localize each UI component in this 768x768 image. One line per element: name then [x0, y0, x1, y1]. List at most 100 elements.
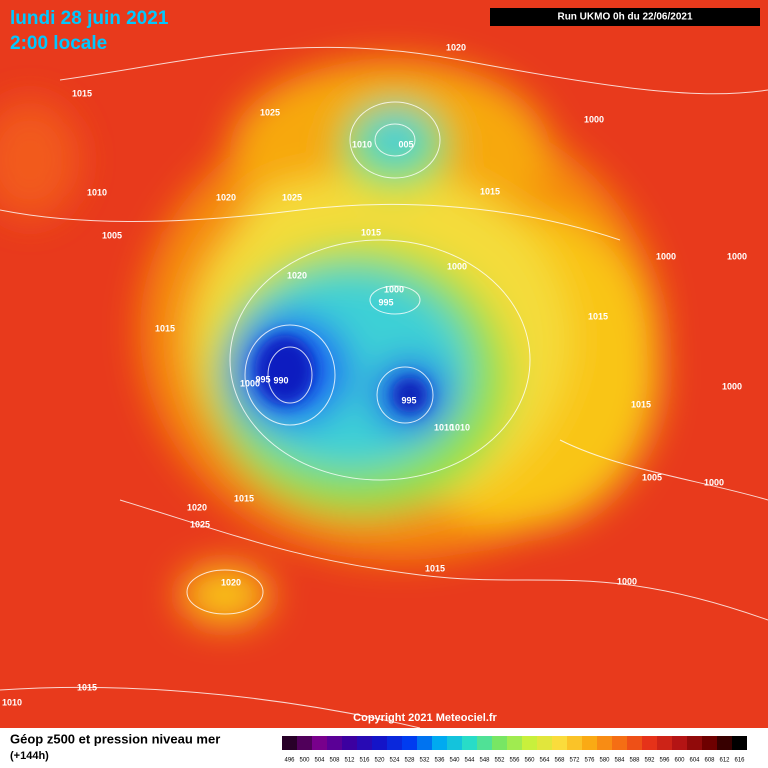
color-scale: 496 500 504 508 512 516 520 524 528 532 536 540 544 5… — [282, 736, 747, 764]
scale-label: 524 — [389, 758, 400, 764]
isobar-label: 1010 — [434, 422, 454, 432]
isobar-label: 1005 — [642, 472, 662, 482]
scale-label: 600 — [674, 758, 685, 764]
scale-swatch — [507, 736, 522, 750]
geopotential-field — [0, 0, 768, 728]
scale-swatch — [372, 736, 387, 750]
legend-subtitle: (+144h) — [10, 750, 49, 762]
scale-swatch — [702, 736, 717, 750]
isobar-label: 990 — [273, 375, 288, 385]
scale-label: 560 — [524, 758, 535, 764]
isobar-label: 1000 — [447, 261, 467, 271]
isobar-label: 1025 — [190, 519, 210, 529]
scale-swatch — [567, 736, 582, 750]
isobar-label: 1005 — [102, 230, 122, 240]
scale-swatch — [432, 736, 447, 750]
scale-swatch — [357, 736, 372, 750]
isobar-label: 1025 — [282, 192, 302, 202]
scale-label: 616 — [734, 758, 745, 764]
scale-label: 504 — [314, 758, 325, 764]
isobar-label: 1015 — [425, 563, 445, 573]
scale-swatch — [627, 736, 642, 750]
scale-swatch — [687, 736, 702, 750]
scale-swatch — [732, 736, 747, 750]
scale-label: 532 — [419, 758, 430, 764]
isobar-label: 1000 — [240, 378, 260, 388]
isobar-label: 1020 — [216, 192, 236, 202]
isobar-label: 1015 — [631, 399, 651, 409]
isobar-label: 1025 — [260, 107, 280, 117]
scale-swatch — [642, 736, 657, 750]
isobar-label: 1015 — [361, 227, 381, 237]
scale-label: 496 — [284, 758, 295, 764]
isobar-label: 1015 — [72, 88, 92, 98]
legend-title: Géop z500 et pression niveau mer — [10, 731, 220, 746]
scale-label: 592 — [644, 758, 655, 764]
scale-label: 588 — [629, 758, 640, 764]
isobar-label: 1020 — [221, 577, 241, 587]
scale-label: 548 — [479, 758, 490, 764]
isobar-label: 1010 — [2, 697, 22, 707]
isobar-label: 1000 — [656, 251, 676, 261]
isobar-label: 1020 — [446, 42, 466, 52]
scale-label: 540 — [449, 758, 460, 764]
isobar-label: 1020 — [287, 270, 307, 280]
scale-swatch — [297, 736, 312, 750]
scale-swatch — [492, 736, 507, 750]
isobar-label: 1000 — [727, 251, 747, 261]
isobar-label: 995 — [255, 374, 270, 384]
isobar-label: 1015 — [234, 493, 254, 503]
scale-label: 516 — [359, 758, 370, 764]
time: 2:00 locale — [10, 33, 107, 54]
scale-swatch — [672, 736, 687, 750]
scale-swatch — [462, 736, 477, 750]
scale-swatch — [387, 736, 402, 750]
scale-label: 604 — [689, 758, 700, 764]
isobar-label: 005 — [398, 139, 413, 149]
isobar-label: 1000 — [584, 114, 604, 124]
isobar-label: 1010 — [352, 139, 372, 149]
scale-swatch — [612, 736, 627, 750]
scale-swatch — [477, 736, 492, 750]
scale-label: 528 — [404, 758, 415, 764]
date: lundi 28 juin 2021 — [10, 8, 169, 29]
isobar-label: 1010 — [450, 422, 470, 432]
isobar-label: 1015 — [588, 311, 608, 321]
scale-swatch — [312, 736, 327, 750]
scale-swatch — [417, 736, 432, 750]
scale-swatch — [447, 736, 462, 750]
scale-label: 612 — [719, 758, 730, 764]
scale-swatch — [717, 736, 732, 750]
scale-swatch — [342, 736, 357, 750]
isobar-label: 995 — [401, 395, 416, 405]
run-info: Run UKMO 0h du 22/06/2021 — [557, 12, 692, 23]
isobar-label: 1000 — [384, 284, 404, 294]
isobar-label: 1015 — [77, 682, 97, 692]
isobar-labels: 1020 1015 1025 1010 005 1000 1010 1020 1025 1015 1… — [2, 42, 747, 707]
scale-swatch — [597, 736, 612, 750]
scale-label: 596 — [659, 758, 670, 764]
scale-swatch — [552, 736, 567, 750]
scale-label: 608 — [704, 758, 715, 764]
scale-label: 520 — [374, 758, 385, 764]
isobars — [0, 46, 768, 729]
isobar-label: 1015 — [480, 186, 500, 196]
scale-label: 564 — [539, 758, 550, 764]
copyright: Copyright 2021 Meteociel.fr — [353, 712, 497, 724]
scale-label: 536 — [434, 758, 445, 764]
isobar-label: 1000 — [704, 477, 724, 487]
scale-label: 500 — [299, 758, 310, 764]
isobar-label: 995 — [378, 297, 393, 307]
scale-label: 576 — [584, 758, 595, 764]
isobar-label: 1010 — [87, 187, 107, 197]
scale-label: 572 — [569, 758, 580, 764]
scale-label: 584 — [614, 758, 625, 764]
scale-swatch — [657, 736, 672, 750]
isobar-label: 1015 — [155, 323, 175, 333]
scale-label: 556 — [509, 758, 520, 764]
scale-label: 512 — [344, 758, 355, 764]
isobar-label: 1000 — [722, 381, 742, 391]
scale-swatch — [522, 736, 537, 750]
scale-label: 568 — [554, 758, 565, 764]
